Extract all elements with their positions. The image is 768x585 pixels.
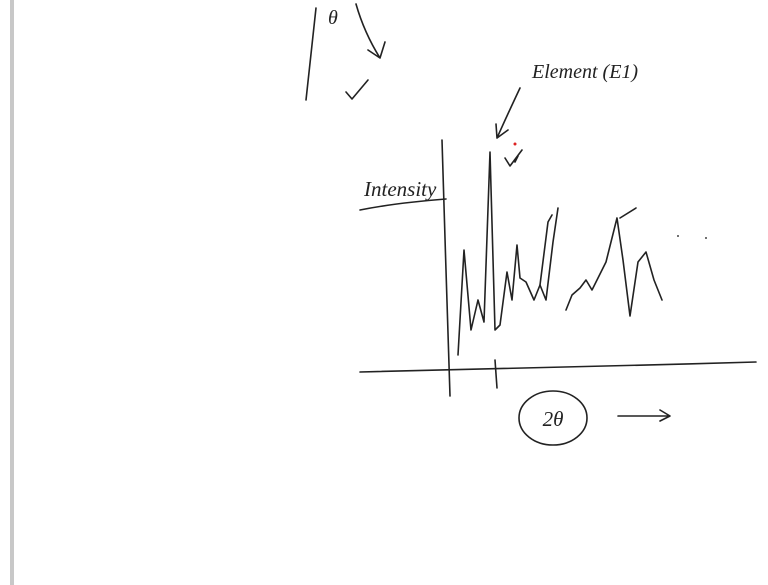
whiteboard: θ Element (E1) Intensity 2θ	[0, 0, 768, 585]
dot	[705, 237, 707, 239]
y-axis-label: Intensity	[363, 177, 437, 201]
dot	[677, 235, 679, 237]
x-axis-label: 2θ	[543, 407, 564, 431]
background	[0, 0, 768, 585]
element-label: Element (E1)	[531, 61, 638, 83]
top-symbol: θ	[328, 7, 338, 29]
page: θ Element (E1) Intensity 2θ (() => { con…	[0, 0, 768, 585]
dot	[514, 143, 517, 146]
left-border	[10, 0, 14, 585]
